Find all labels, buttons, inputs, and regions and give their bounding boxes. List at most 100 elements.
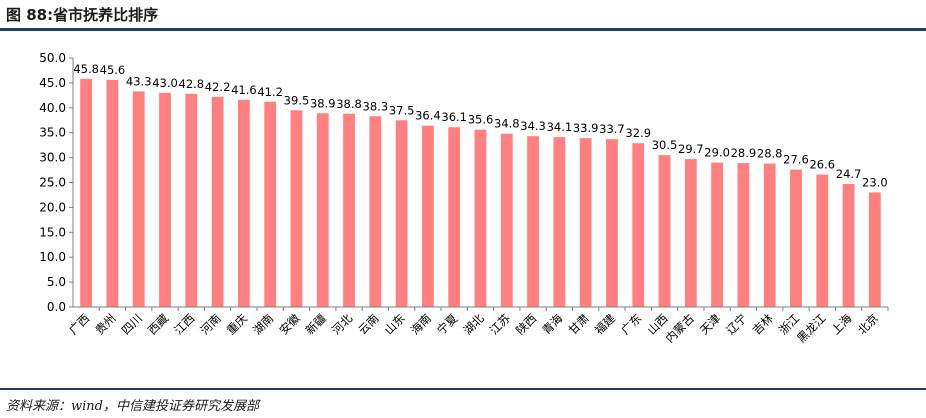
data-label: 43.3	[126, 74, 152, 88]
y-tick-label: 10.0	[39, 250, 66, 264]
x-tick-label: 贵州	[92, 311, 118, 337]
x-tick-label: 海南	[408, 311, 434, 337]
bar-湖南	[264, 101, 277, 307]
bar-山西	[658, 155, 671, 307]
x-tick-label: 新疆	[303, 311, 330, 338]
data-label: 29.0	[704, 146, 730, 160]
bar-贵州	[106, 79, 119, 307]
data-label: 42.2	[205, 80, 231, 94]
data-labels: 45.8 45.643.3 43.0 42.8 42.2 41.6 41.239.5 38.9…	[73, 62, 887, 190]
bar-内蒙古	[684, 159, 697, 307]
data-label: 32.9	[625, 126, 651, 140]
y-tick-label: 25.0	[39, 176, 66, 190]
bar-辽宁	[737, 163, 750, 307]
y-tick-label: 0.0	[47, 300, 66, 314]
bar-云南	[369, 116, 382, 308]
x-tick-label: 重庆	[224, 311, 251, 338]
x-tick-label: 青海	[539, 311, 566, 338]
y-tick-label: 15.0	[39, 225, 66, 239]
x-tick-label: 河南	[198, 311, 224, 337]
bar-陕西	[527, 136, 539, 307]
bar-山东	[395, 120, 408, 307]
data-label: 33.7	[599, 122, 625, 136]
data-label: 28.8	[757, 147, 783, 161]
x-tick-label: 湖南	[250, 311, 276, 337]
x-tick-label: 山东	[382, 311, 408, 337]
x-tick-label: 甘肃	[566, 311, 592, 337]
data-label: 43.0	[152, 76, 178, 90]
x-tick-label: 辽宁	[723, 311, 749, 337]
data-label: 37.5	[389, 103, 415, 117]
bar-甘肃	[579, 138, 592, 307]
data-label: 38.9	[310, 96, 336, 110]
bar-江西	[185, 93, 198, 307]
data-label: 33.9	[573, 121, 599, 135]
data-label: 39.5	[284, 93, 310, 107]
y-tick-label: 5.0	[47, 275, 66, 289]
x-tick-label: 陕西	[513, 311, 539, 337]
data-label: 29.7	[678, 142, 704, 156]
data-label: 41.6	[231, 83, 257, 97]
bar-广西	[80, 78, 93, 307]
data-label: 30.5	[652, 138, 678, 152]
x-tick-label: 广西	[66, 311, 92, 337]
y-tick-label: 45.0	[39, 76, 66, 90]
data-label: 42.8	[179, 77, 205, 91]
bar-江苏	[500, 133, 513, 307]
data-label: 45.8	[73, 62, 99, 76]
x-tick-label: 天津	[697, 311, 723, 337]
y-tick-label: 40.0	[39, 101, 66, 115]
bar-河北	[343, 113, 355, 307]
y-tick-label: 20.0	[39, 200, 66, 214]
data-label: 34.3	[520, 119, 546, 133]
x-tick-label: 内蒙古	[663, 311, 697, 345]
figure-header: 图 88:省市抚养比排序	[0, 0, 926, 31]
x-axis: 广西 贵州 四川 西藏 江西 河南 重庆 湖南 安徽 新疆 河北 云南 山东 海南 宁夏 湖北 江苏 陕西 青海 甘肃…	[66, 306, 889, 346]
data-label: 34.8	[494, 117, 520, 131]
bar-chart: 0.0 5.0 10.0 15.0 20.0 25.0 30.0 35.0 40.0 45.0 50…	[39, 51, 889, 346]
bar-西藏	[159, 92, 171, 307]
bar-青海	[553, 137, 566, 307]
x-tick-label: 广东	[618, 311, 644, 337]
data-label: 36.1	[441, 110, 467, 124]
x-tick-label: 北京	[855, 311, 881, 337]
data-label: 38.8	[336, 97, 362, 111]
bar-天津	[711, 162, 724, 307]
bar-四川	[132, 91, 145, 307]
x-tick-label: 云南	[355, 311, 381, 337]
source-divider	[0, 388, 926, 390]
bar-上海	[842, 183, 855, 307]
x-tick-label: 江西	[171, 311, 197, 337]
bar-福建	[606, 139, 618, 307]
bar-新疆	[316, 113, 329, 307]
x-tick-label: 河北	[329, 311, 356, 338]
x-tick-label: 四川	[119, 311, 145, 337]
data-label: 45.6	[100, 63, 126, 77]
bar-吉林	[763, 163, 776, 307]
y-axis: 0.0 5.0 10.0 15.0 20.0 25.0 30.0 35.0 40.0 45.0 50…	[39, 51, 74, 314]
x-tick-label: 安徽	[276, 311, 303, 338]
bar-series	[80, 78, 881, 308]
data-label: 27.6	[783, 153, 809, 167]
data-label: 36.4	[415, 109, 441, 123]
data-label: 23.0	[862, 175, 888, 189]
y-tick-label: 35.0	[39, 126, 66, 140]
source-note: 资料来源：wind，中信建投证券研究发展部	[6, 399, 259, 414]
data-label: 28.9	[731, 146, 757, 160]
x-tick-label: 湖北	[460, 311, 487, 338]
x-tick-label: 上海	[829, 311, 856, 338]
data-label: 38.3	[363, 99, 389, 113]
x-tick-label: 福建	[592, 311, 619, 338]
bar-黑龙江	[816, 174, 829, 307]
data-label: 35.6	[468, 113, 494, 127]
data-label: 24.7	[836, 167, 862, 181]
y-tick-label: 50.0	[39, 51, 66, 65]
x-tick-label: 江苏	[487, 311, 513, 337]
bar-重庆	[237, 99, 250, 307]
x-tick-label: 吉林	[750, 311, 777, 338]
bar-北京	[868, 192, 881, 307]
y-tick-label: 30.0	[39, 151, 66, 165]
bar-湖北	[474, 129, 487, 307]
bar-河南	[211, 96, 224, 308]
bar-浙江	[790, 169, 802, 307]
